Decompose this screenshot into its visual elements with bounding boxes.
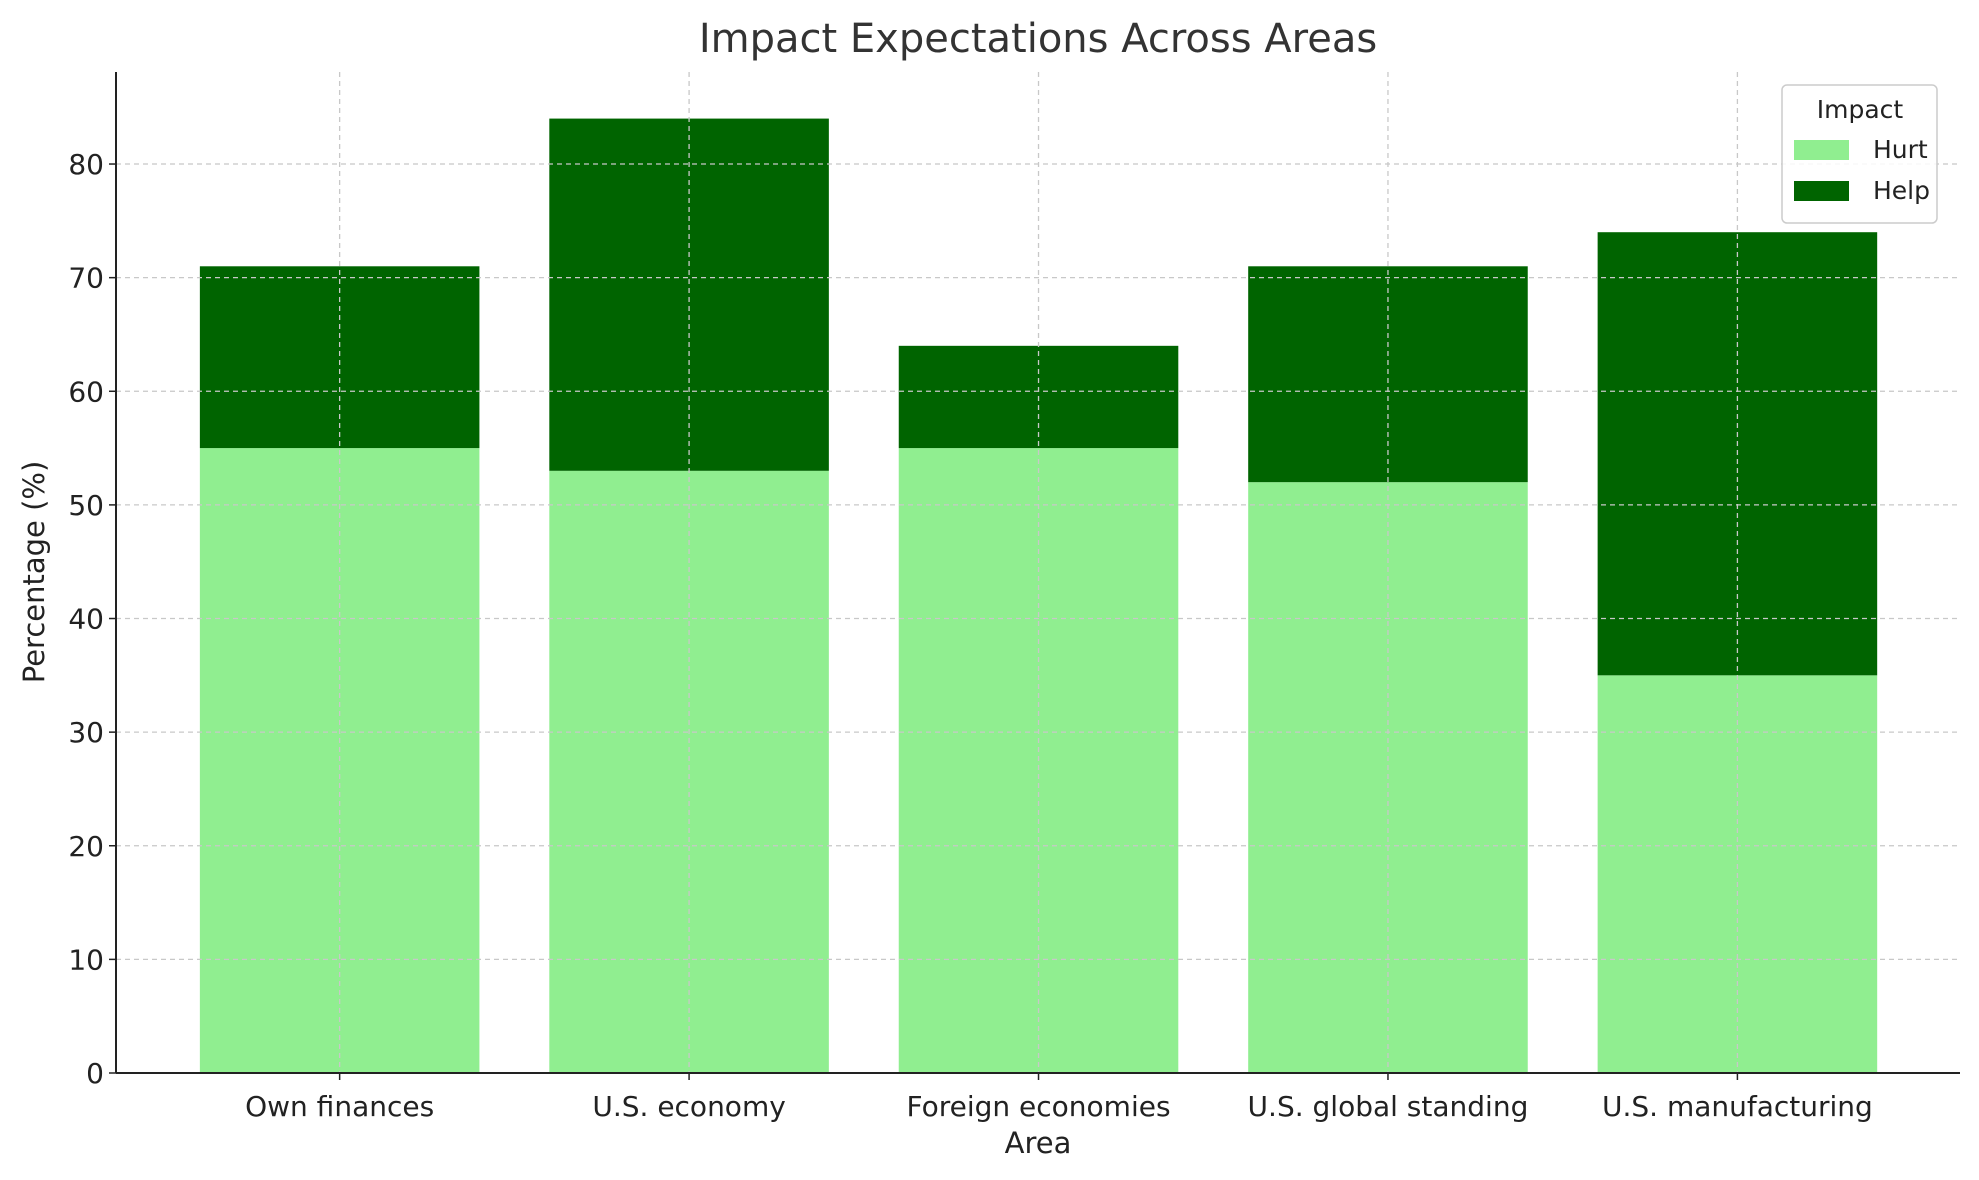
x-tick-label: Own finances [245,1090,434,1123]
legend-label-hurt: Hurt [1873,135,1928,164]
legend-swatch-hurt [1794,140,1849,160]
y-tick-label: 10 [68,943,104,976]
y-tick-label: 50 [68,489,104,522]
x-tick-label: U.S. manufacturing [1602,1090,1873,1123]
bar-help [1248,266,1528,483]
y-tick-label: 40 [68,603,104,636]
y-tick-label: 20 [68,830,104,863]
y-axis-label: Percentage (%) [17,461,51,684]
y-tick-label: 80 [68,148,104,181]
grid-lines [116,72,1960,1073]
legend-swatch-help [1794,181,1849,201]
y-tick-label: 60 [68,375,104,408]
bar-help [549,118,829,471]
y-tick-label: 70 [68,262,104,295]
legend-label-help: Help [1873,176,1930,205]
legend: Impact Hurt Help [1781,84,1938,224]
y-tick-label: 0 [86,1057,104,1090]
x-tick-label: U.S. economy [592,1090,785,1123]
axes: 0 10 20 30 40 50 60 70 80 Own finances U.S. econom… [68,72,1960,1123]
bar-help [199,266,480,449]
y-tick-label: 30 [68,716,104,749]
chart-title: Impact Expectations Across Areas [699,16,1377,62]
x-tick-label: Foreign economies [906,1090,1170,1123]
x-tick-label: U.S. global standing [1248,1090,1529,1123]
legend-title: Impact [1817,95,1904,124]
x-axis-label: Area [1005,1126,1072,1160]
